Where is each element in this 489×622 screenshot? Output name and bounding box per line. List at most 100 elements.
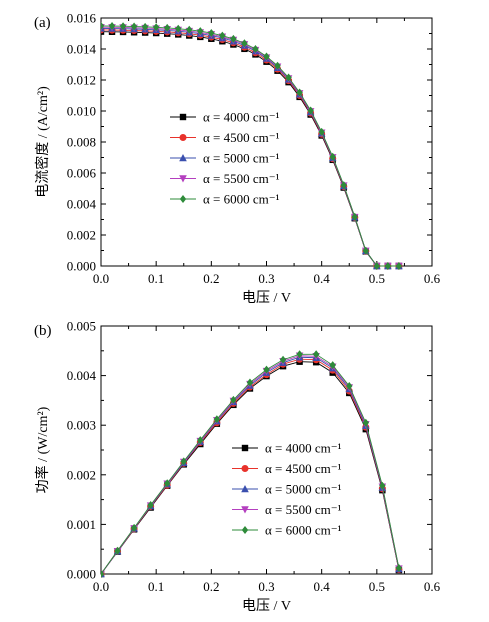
data-point-diamond xyxy=(329,152,336,161)
data-point-diamond xyxy=(296,88,303,97)
series-1 xyxy=(101,358,403,578)
legend: α = 4000 cm⁻¹ α = 4500 cm⁻¹ α = 5000 cm⁻¹ α… xyxy=(232,441,342,538)
data-point-diamond xyxy=(373,262,381,270)
data-point-diamond xyxy=(395,262,403,270)
data-point-diamond xyxy=(141,22,149,31)
y-tick-label: 0.003 xyxy=(67,418,96,433)
data-point-diamond xyxy=(152,23,160,32)
data-point-diamond xyxy=(263,365,270,374)
data-point-diamond xyxy=(180,457,187,466)
panel-a-current-density-chart: (a) 0.0 0.1 0.2 0.3 0.4 0.5 0.6 0.000 0.002 0.004 0… xyxy=(34,11,441,307)
series-line xyxy=(101,31,399,267)
legend-label: α = 5000 cm⁻¹ xyxy=(203,151,280,166)
series-line xyxy=(101,25,399,267)
data-point-triangle-down xyxy=(179,175,187,183)
series-3 xyxy=(101,24,403,270)
data-point-diamond xyxy=(241,39,248,48)
x-tick-label: 0.5 xyxy=(369,271,385,286)
y-tick-label: 0.004 xyxy=(67,197,97,212)
data-point-diamond xyxy=(114,546,121,555)
data-point-diamond xyxy=(175,24,182,33)
data-point-diamond xyxy=(329,361,336,370)
data-point-diamond xyxy=(197,27,204,36)
x-tick-label: 0.3 xyxy=(258,271,274,286)
data-point-diamond xyxy=(379,481,386,490)
data-point-diamond xyxy=(230,34,237,43)
series-line xyxy=(101,29,399,267)
x-tick-label: 0.4 xyxy=(314,579,331,594)
data-point-diamond xyxy=(395,564,403,573)
series-line xyxy=(101,26,399,267)
panel-b-power-chart: (b) 0.0 0.1 0.2 0.3 0.4 0.5 0.6 0.000 0.001 0.002 0… xyxy=(34,319,441,615)
data-point-diamond xyxy=(279,355,287,364)
data-point-diamond xyxy=(208,29,215,38)
series-5 xyxy=(101,350,403,578)
series-line xyxy=(101,27,399,267)
legend-label: α = 5000 cm⁻¹ xyxy=(265,482,342,497)
y-tick-label: 0.010 xyxy=(67,104,96,119)
x-tick-label: 0.6 xyxy=(424,271,441,286)
x-tick-label: 0.0 xyxy=(93,579,109,594)
data-point-diamond xyxy=(362,246,369,255)
data-point-diamond xyxy=(108,22,116,31)
data-point-diamond xyxy=(130,523,138,532)
data-point-diamond xyxy=(147,501,154,510)
data-point-square xyxy=(241,444,249,452)
data-point-triangle-up xyxy=(179,154,187,162)
x-tick-label: 0.6 xyxy=(424,579,441,594)
y-tick-label: 0.008 xyxy=(67,135,96,150)
data-point-diamond xyxy=(351,212,358,221)
legend: α = 4000 cm⁻¹ α = 4500 cm⁻¹ α = 5000 cm⁻¹ α… xyxy=(170,110,280,207)
legend-label: α = 5500 cm⁻¹ xyxy=(265,502,342,517)
y-tick-label: 0.005 xyxy=(67,319,96,334)
x-tick-label: 0.2 xyxy=(203,271,219,286)
data-point-diamond xyxy=(186,25,193,34)
data-point-diamond xyxy=(346,382,353,391)
series-2 xyxy=(101,26,403,270)
panel-label: (b) xyxy=(34,323,52,339)
y-tick-label: 0.014 xyxy=(67,42,97,57)
y-tick-label: 0.002 xyxy=(67,467,96,482)
x-tick-label: 0.2 xyxy=(203,579,219,594)
y-tick-label: 0.006 xyxy=(67,166,97,181)
data-point-diamond xyxy=(252,45,259,53)
series-4 xyxy=(101,23,403,270)
data-point-square xyxy=(179,113,187,121)
legend-label: α = 4500 cm⁻¹ xyxy=(203,130,280,145)
data-point-diamond xyxy=(340,181,347,190)
legend-label: α = 4500 cm⁻¹ xyxy=(265,461,342,476)
legend-label: α = 4000 cm⁻¹ xyxy=(265,441,342,456)
data-point-diamond xyxy=(197,436,204,445)
data-point-triangle-up xyxy=(241,485,249,493)
series-line xyxy=(101,361,400,575)
data-point-diamond xyxy=(213,415,221,424)
legend-label: α = 4000 cm⁻¹ xyxy=(203,110,280,125)
data-point-diamond xyxy=(318,127,325,136)
data-point-diamond xyxy=(296,350,303,359)
legend-label: α = 5500 cm⁻¹ xyxy=(203,171,280,186)
data-point-circle xyxy=(241,465,249,472)
series-2 xyxy=(101,355,403,578)
y-tick-label: 0.000 xyxy=(67,259,96,274)
x-tick-label: 0.3 xyxy=(258,579,274,594)
x-tick-label: 0.4 xyxy=(314,271,331,286)
data-point-diamond xyxy=(285,73,292,82)
legend-label: α = 6000 cm⁻¹ xyxy=(265,523,342,538)
data-point-diamond xyxy=(164,479,171,488)
data-point-circle xyxy=(179,134,187,141)
x-tick-label: 0.5 xyxy=(369,579,385,594)
x-tick-label: 0.1 xyxy=(148,579,164,594)
data-point-diamond xyxy=(312,350,320,359)
x-axis-title: 电压 / V xyxy=(242,290,291,306)
legend-label: α = 6000 cm⁻¹ xyxy=(203,192,280,207)
data-point-diamond xyxy=(119,22,127,31)
y-tick-label: 0.001 xyxy=(67,517,96,532)
data-point-diamond xyxy=(219,31,226,40)
data-point-diamond xyxy=(263,52,270,61)
data-point-diamond xyxy=(384,262,392,270)
data-point-diamond xyxy=(130,22,138,31)
data-point-triangle-down xyxy=(241,506,249,514)
y-axis-title: 功率 / (W/cm²) xyxy=(34,406,51,493)
data-point-diamond xyxy=(246,378,254,387)
data-point-diamond xyxy=(307,106,314,115)
